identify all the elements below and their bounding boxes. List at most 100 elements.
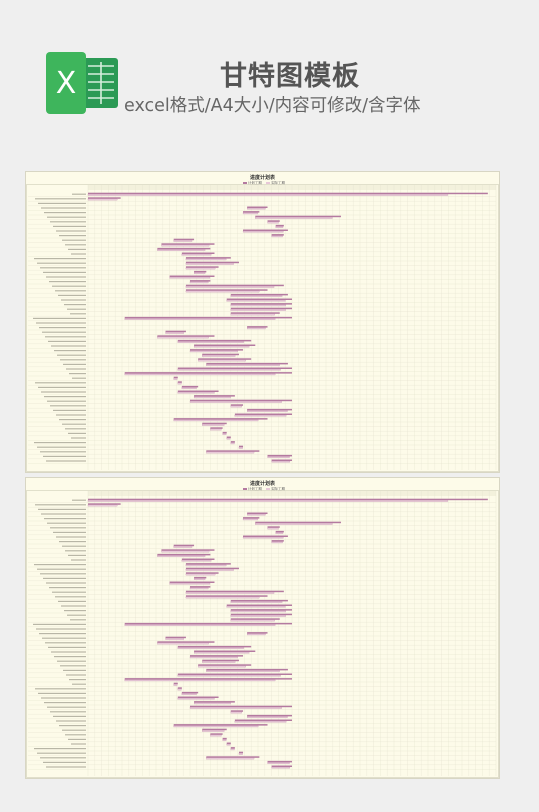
task-label-placeholder <box>42 331 86 333</box>
plan-bar <box>230 609 292 611</box>
task-label-placeholder <box>35 688 86 690</box>
task-label-placeholder <box>56 720 86 722</box>
task-label-placeholder <box>56 414 86 416</box>
task-label-placeholder <box>40 451 86 453</box>
actual-bar <box>271 461 291 463</box>
actual-bar <box>267 762 290 764</box>
task-label-placeholder <box>35 382 86 384</box>
plan-bar <box>185 261 239 264</box>
task-label-placeholder <box>55 596 86 598</box>
actual-bar <box>177 688 182 691</box>
actual-bar <box>198 359 246 362</box>
plan-bar <box>190 705 292 708</box>
actual-bar <box>87 504 118 507</box>
task-label-placeholder <box>33 317 86 319</box>
legend-label-actual: 实际工期 <box>271 487 286 491</box>
actual-bar <box>189 281 209 284</box>
task-label-placeholder <box>61 605 86 607</box>
actual-bar <box>177 341 244 343</box>
actual-bar <box>173 684 178 686</box>
task-label-placeholder <box>43 577 86 579</box>
legend-label-actual: 实际工期 <box>271 181 286 185</box>
task-label-placeholder <box>33 623 86 625</box>
plan-bar <box>234 413 292 415</box>
plan-bar <box>190 280 211 282</box>
plan-bar <box>185 284 284 287</box>
plan-bar <box>173 238 195 241</box>
plan-bar <box>177 367 292 369</box>
actual-bar <box>242 518 258 521</box>
plan-bar <box>255 215 341 218</box>
actual-bar <box>87 198 118 201</box>
task-label-placeholder <box>48 646 86 648</box>
sheet-title: 进度计划表 <box>249 481 275 487</box>
page-subtitle: excel格式/A4大小/内容可修改/含字体 <box>124 96 421 116</box>
task-label-placeholder <box>60 665 86 667</box>
plan-bar <box>198 358 252 360</box>
actual-bar <box>177 392 215 394</box>
task-label-placeholder <box>61 299 86 301</box>
gantt-grid <box>26 490 499 778</box>
actual-bar <box>185 592 275 594</box>
task-label-placeholder <box>45 642 86 644</box>
sheet-border <box>26 490 499 778</box>
task-label-placeholder <box>65 428 86 430</box>
task-label-placeholder <box>53 715 86 717</box>
plan-bar <box>243 229 288 231</box>
actual-bar <box>230 309 286 311</box>
actual-bar <box>247 410 288 412</box>
actual-bar <box>230 405 242 408</box>
plan-bar <box>173 418 268 420</box>
actual-bar <box>202 424 225 426</box>
task-label-placeholder <box>53 225 86 227</box>
actual-bar <box>222 739 227 741</box>
task-label-placeholder <box>46 582 86 584</box>
actual-bar <box>230 615 286 617</box>
plan-bar <box>177 687 182 689</box>
task-label-placeholder <box>41 697 86 699</box>
task-label-placeholder <box>60 359 86 361</box>
actual-bar <box>230 619 275 622</box>
plan-bar <box>177 381 182 383</box>
actual-bar <box>177 675 281 677</box>
legend: 计划工期 实际工期 <box>26 487 499 492</box>
plan-bar <box>185 563 231 565</box>
actual-bar <box>173 378 178 380</box>
actual-bar <box>242 230 284 233</box>
actual-bar <box>230 304 286 307</box>
plan-bar <box>88 503 121 505</box>
actual-bar <box>181 387 197 389</box>
plan-bar <box>230 613 292 616</box>
actual-bar <box>181 693 197 695</box>
actual-bar <box>226 438 231 440</box>
actual-bar <box>198 665 246 668</box>
actual-bar <box>185 596 260 599</box>
plan-bar <box>243 517 260 519</box>
actual-bar <box>185 569 234 571</box>
actual-bar <box>210 734 222 737</box>
actual-bar <box>185 564 227 567</box>
task-label-placeholder <box>54 350 86 352</box>
task-label-placeholder <box>63 363 86 365</box>
plan-bar <box>230 618 280 620</box>
task-label-placeholder <box>71 437 86 439</box>
task-label-placeholder <box>68 248 86 250</box>
actual-bar <box>193 396 231 399</box>
task-label-placeholder <box>45 336 86 338</box>
plan-bar <box>181 385 199 388</box>
actual-bar <box>226 744 231 746</box>
task-label-placeholder <box>42 637 86 639</box>
actual-bar <box>169 582 211 585</box>
actual-bar <box>124 373 276 376</box>
actual-bar <box>189 350 238 353</box>
task-label-placeholder <box>68 432 86 434</box>
task-label-placeholder <box>40 267 86 269</box>
plan-bar <box>181 558 215 560</box>
actual-bar <box>230 313 275 316</box>
plan-bar <box>222 737 227 740</box>
task-label-placeholder <box>71 253 86 255</box>
plan-bar <box>88 192 488 195</box>
plan-bar <box>247 326 268 328</box>
plan-bar <box>206 362 288 365</box>
actual-bar <box>247 207 266 210</box>
